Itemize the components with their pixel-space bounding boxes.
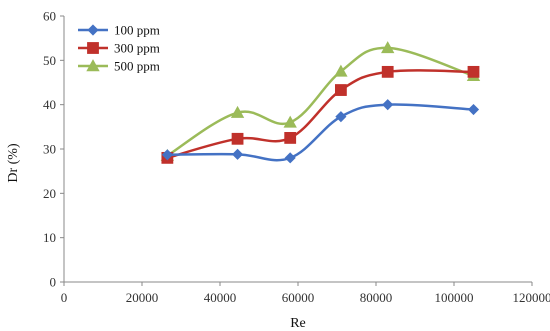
series-line <box>167 69 474 160</box>
data-point <box>230 105 245 118</box>
legend-item: 500 ppm <box>78 59 160 74</box>
x-axis-ticks: 0 20000 40000 60000 80000 100000 120000 <box>61 282 550 305</box>
series-line <box>167 103 474 162</box>
legend-label: 100 ppm <box>114 23 160 38</box>
series-layer <box>160 41 481 164</box>
legend: 100 ppm 300 ppm 500 ppm <box>78 23 160 74</box>
legend-label: 300 ppm <box>114 41 160 56</box>
y-tick-label: 20 <box>43 186 56 201</box>
data-point <box>335 111 347 123</box>
legend-item: 300 ppm <box>78 41 160 56</box>
y-tick-label: 10 <box>43 230 56 245</box>
series-100-ppm <box>161 99 480 164</box>
legend-marker <box>87 42 99 54</box>
series-300-ppm <box>161 65 480 164</box>
y-tick-label: 50 <box>43 53 56 68</box>
y-axis-title: Dr (%) <box>6 143 21 183</box>
legend-item: 100 ppm <box>78 23 160 38</box>
data-point <box>284 152 296 164</box>
data-point <box>284 132 297 144</box>
y-tick-label: 40 <box>43 97 56 112</box>
data-point <box>161 149 173 161</box>
y-tick-label: 30 <box>43 142 56 157</box>
x-tick-label: 20000 <box>126 290 159 305</box>
y-tick-label: 0 <box>50 275 57 290</box>
legend-marker <box>87 24 99 36</box>
legend-label: 500 ppm <box>114 59 160 74</box>
data-point <box>381 65 394 78</box>
y-axis-ticks: 0 10 20 30 40 50 60 <box>43 9 64 290</box>
x-tick-label: 100000 <box>435 290 474 305</box>
data-point <box>231 132 244 145</box>
x-tick-label: 120000 <box>513 290 550 305</box>
data-point <box>231 148 244 160</box>
data-point <box>382 99 394 111</box>
legend-marker <box>86 59 100 72</box>
data-point <box>467 65 480 78</box>
data-point <box>467 103 480 116</box>
x-tick-label: 0 <box>61 290 68 305</box>
x-tick-label: 40000 <box>204 290 237 305</box>
data-point <box>334 64 348 77</box>
series-line <box>166 46 474 157</box>
x-tick-label: 80000 <box>360 290 393 305</box>
data-point <box>381 41 395 54</box>
y-tick-label: 60 <box>43 9 56 24</box>
x-axis-title: Re <box>290 316 306 331</box>
data-point <box>334 84 347 96</box>
x-tick-label: 60000 <box>282 290 315 305</box>
series-500-ppm <box>160 41 481 161</box>
data-point <box>283 115 297 128</box>
